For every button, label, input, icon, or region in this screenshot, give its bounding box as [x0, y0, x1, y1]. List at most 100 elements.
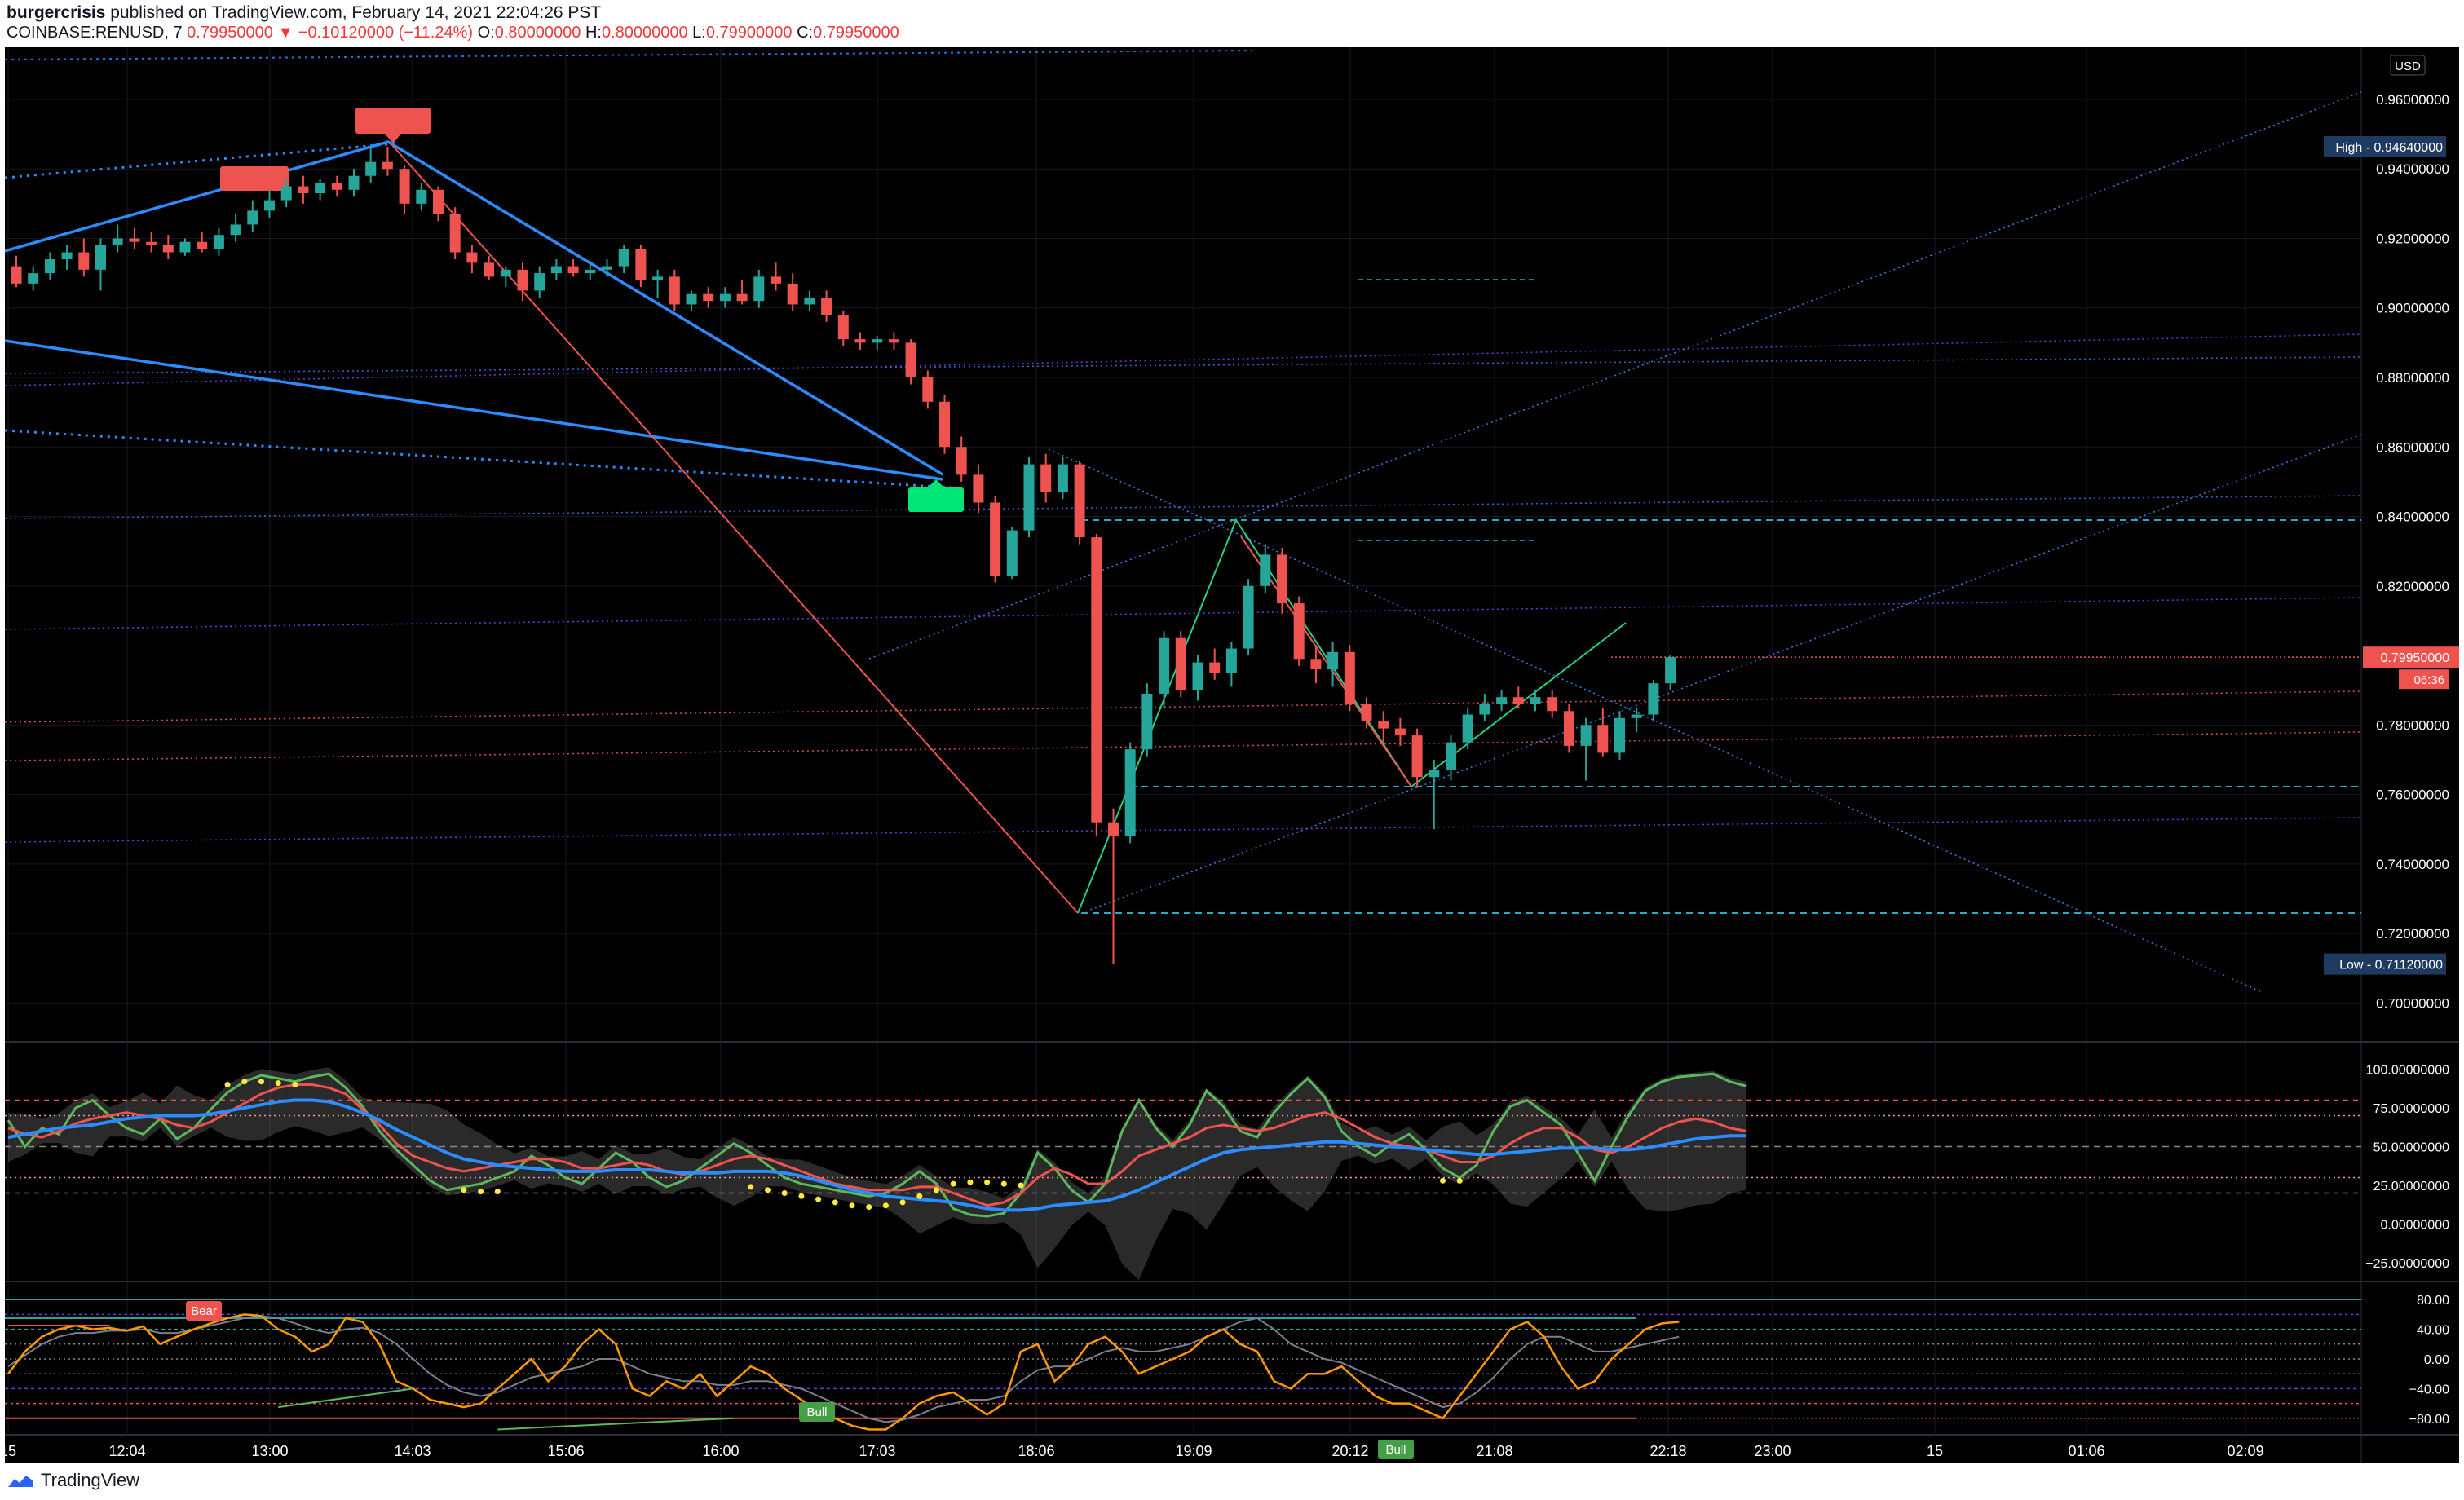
candle-body — [888, 339, 899, 343]
candle — [1175, 631, 1186, 698]
candle-body — [1411, 735, 1423, 778]
time-label: 15 — [1927, 1443, 1943, 1459]
candle — [280, 179, 292, 208]
candle-body — [1023, 464, 1035, 531]
candle — [517, 262, 528, 302]
candle — [618, 245, 629, 274]
price-tick-label: 0.90000000 — [2376, 301, 2449, 316]
sell-signal-marker — [220, 166, 289, 191]
candle — [28, 266, 39, 291]
candle-body — [28, 273, 39, 284]
rsi-signal-dot — [224, 1082, 231, 1088]
candle — [1327, 642, 1339, 687]
symbol-label[interactable]: COINBASE:RENUSD, 7 — [7, 24, 183, 42]
candle — [567, 259, 579, 277]
candle-body — [703, 293, 714, 302]
high-label-bg — [2324, 135, 2446, 157]
tradingview-brand[interactable]: TradingView — [7, 1470, 139, 1491]
osc-tick-label: 0.00 — [2424, 1353, 2449, 1367]
candle — [669, 269, 680, 311]
rsi-signal-dot — [798, 1193, 805, 1199]
candle — [78, 238, 90, 277]
dotted-trendline — [4, 50, 1253, 60]
channel-line — [1048, 448, 2264, 994]
candle — [1074, 461, 1085, 545]
candle — [95, 238, 106, 291]
candle-body — [1648, 683, 1659, 715]
rsi-signal-dot — [950, 1180, 956, 1187]
candle — [1091, 533, 1102, 836]
rsi-signal-dot — [494, 1189, 501, 1195]
rsi-signal-dot — [292, 1082, 298, 1088]
osc-divergence-line — [497, 1417, 735, 1431]
zigzag-line — [391, 144, 1079, 914]
publisher-name[interactable]: burgercrisis — [7, 3, 106, 22]
price-axis: 0.96000000 0.94000000 0.92000000 0.90000000… — [2324, 55, 2459, 1011]
candle-body — [44, 259, 55, 274]
candle — [888, 332, 899, 350]
candle-body — [517, 269, 528, 291]
candle-body — [1580, 725, 1592, 746]
chart-header: burgercrisis published on TradingView.co… — [0, 0, 2464, 47]
time-label: 13:00 — [251, 1443, 288, 1459]
candle-body — [821, 297, 832, 315]
rsi-tick-label: 25.00000000 — [2373, 1180, 2450, 1193]
candle — [1192, 655, 1203, 701]
time-label: 02:09 — [2227, 1443, 2263, 1459]
candle-body — [11, 266, 22, 284]
candle — [956, 436, 967, 482]
candle — [1293, 596, 1305, 666]
candle-body — [433, 189, 444, 214]
candle-body — [534, 273, 545, 291]
candle — [1496, 690, 1508, 712]
rsi-signal-dot — [882, 1202, 889, 1209]
candle-body — [264, 200, 275, 211]
candle-body — [1310, 659, 1322, 670]
candle-body — [550, 266, 562, 274]
ohlc-open: 0.80000000 — [494, 24, 581, 42]
candle — [44, 252, 55, 280]
rsi-signal-dot — [899, 1199, 906, 1206]
candle — [129, 227, 140, 249]
candle-body — [1091, 537, 1102, 823]
candle — [1225, 642, 1237, 687]
candle-body — [1260, 554, 1271, 586]
candle — [703, 287, 714, 308]
candle — [1648, 679, 1659, 722]
candle — [837, 311, 849, 346]
chart-canvas[interactable]: 100.00000000 75.00000000 50.00000000 25.000… — [0, 47, 2459, 1463]
candle-body — [500, 269, 511, 277]
candle-body — [922, 377, 934, 402]
candle-body — [365, 161, 377, 176]
candle-body — [213, 235, 224, 249]
rsi-tick-label: −25.00000000 — [2365, 1257, 2449, 1271]
candle-body — [973, 474, 984, 503]
candle-body — [990, 502, 1001, 576]
candle-body — [771, 276, 781, 284]
candle — [1310, 645, 1322, 684]
ohlc-close-label: C: — [797, 24, 814, 42]
candle-body — [618, 249, 629, 267]
candle-body — [1597, 725, 1609, 753]
price-tick-label: 0.76000000 — [2376, 788, 2449, 803]
bull-marker-label: Bull — [806, 1405, 827, 1419]
buy-signal-marker — [908, 488, 964, 512]
candle-body — [1512, 697, 1524, 704]
price-tick-label: 0.88000000 — [2376, 370, 2449, 386]
time-label: 01:06 — [2068, 1443, 2104, 1459]
last-price-tag-label: 0.79950000 — [2380, 651, 2449, 665]
price-tick-label: 0.72000000 — [2376, 926, 2449, 942]
candle — [1614, 711, 1625, 760]
ohlc-low: 0.79900000 — [705, 24, 793, 42]
rsi-signal-dot — [748, 1184, 754, 1190]
oscillator-panel: Bear Bull Bull 80.00 40.00 0.00 −40.00 −80.00 — [5, 1294, 2449, 1459]
candle — [1547, 690, 1558, 718]
candle — [11, 255, 22, 288]
candle-body — [230, 224, 241, 236]
time-label: 14:03 — [394, 1443, 431, 1459]
osc-tick-label: 80.00 — [2417, 1294, 2449, 1308]
chart-area[interactable]: 100.00000000 75.00000000 50.00000000 25.000… — [0, 47, 2459, 1463]
candle — [990, 495, 1001, 583]
solid-trendline — [4, 140, 943, 476]
price-tick-label: 0.82000000 — [2376, 579, 2449, 594]
